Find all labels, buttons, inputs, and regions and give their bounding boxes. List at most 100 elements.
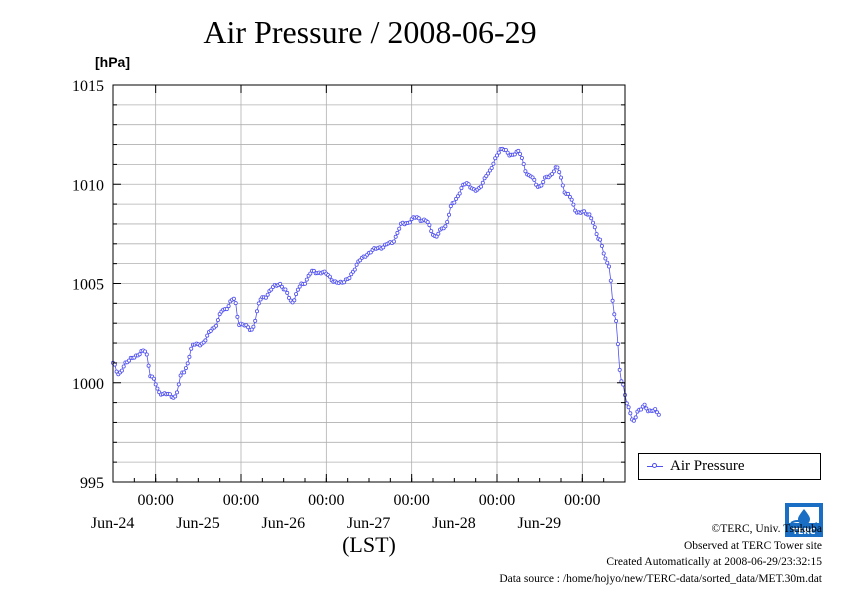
data-point: [455, 194, 460, 199]
data-point: [205, 333, 210, 338]
x-tick-date-label: Jun-27: [347, 515, 391, 532]
x-tick-date-label: Jun-24: [91, 515, 135, 532]
data-point: [187, 354, 192, 359]
x-tick-time-label: 00:00: [137, 492, 173, 509]
data-point: [114, 369, 119, 374]
x-tick-time-label: 00:00: [393, 492, 429, 509]
data-point: [555, 165, 560, 170]
data-point: [425, 220, 430, 225]
data-point: [167, 392, 172, 397]
data-point: [249, 327, 254, 332]
x-axis-label: (LST): [342, 532, 396, 557]
data-point: [189, 346, 194, 351]
data-point: [592, 225, 597, 230]
x-tick-time-label: 00:00: [223, 492, 259, 509]
data-point: [518, 151, 523, 156]
data-point: [656, 412, 661, 417]
x-tick-time-label: 00:00: [479, 492, 515, 509]
data-point: [297, 284, 302, 289]
data-point: [183, 366, 188, 371]
data-point: [459, 186, 464, 191]
data-point: [617, 367, 622, 372]
data-point: [624, 401, 629, 406]
data-point: [214, 323, 219, 328]
data-point: [605, 260, 610, 265]
data-point: [269, 287, 274, 292]
data-point: [503, 147, 508, 152]
data-point: [434, 234, 439, 239]
data-point: [486, 171, 491, 176]
data-point: [612, 312, 617, 317]
data-point: [295, 287, 300, 292]
data-point: [112, 362, 117, 367]
y-tick-label: 1000: [72, 376, 104, 393]
legend-label: Air Pressure: [670, 458, 745, 474]
x-tick-date-label: Jun-25: [176, 515, 220, 532]
data-point: [610, 298, 615, 303]
data-point: [569, 197, 574, 202]
data-point: [639, 407, 644, 412]
data-point: [491, 161, 496, 166]
data-point: [393, 234, 398, 239]
credits-block: ©TERC, Univ. Tsukuba Observed at TERC To…: [499, 521, 822, 587]
data-point: [121, 364, 126, 369]
data-point: [285, 290, 290, 295]
data-point: [589, 216, 594, 221]
data-point: [608, 278, 613, 283]
data-point: [594, 232, 599, 237]
data-point: [176, 382, 181, 387]
x-tick-time-label: 00:00: [564, 492, 600, 509]
data-point: [416, 216, 421, 221]
data-point: [633, 415, 638, 420]
data-point: [614, 318, 619, 323]
grid: [113, 85, 625, 482]
y-tick-label: 1005: [72, 277, 104, 294]
data-point: [560, 183, 565, 188]
data-point: [642, 402, 647, 407]
created-timestamp-text: Created Automatically at 2008-06-29/23:3…: [606, 556, 822, 568]
data-point: [466, 182, 471, 187]
data-point: [137, 352, 142, 357]
x-tick-time-label: 00:00: [308, 492, 344, 509]
data-point: [505, 150, 510, 155]
data-point: [278, 281, 283, 286]
data-point: [279, 284, 284, 289]
data-point: [615, 342, 620, 347]
data-point: [142, 349, 147, 354]
data-point: [185, 361, 190, 366]
data-point: [397, 226, 402, 231]
data-point: [391, 239, 396, 244]
data-point: [174, 390, 179, 395]
data-point: [480, 180, 485, 185]
legend-marker-swatch: [652, 463, 657, 468]
data-point: [512, 152, 517, 157]
data-point: [452, 200, 457, 205]
data-point: [427, 223, 432, 228]
data-point: [256, 301, 261, 306]
data-point: [226, 304, 231, 309]
data-point: [601, 251, 606, 256]
data-point: [607, 264, 612, 269]
data-point: [429, 229, 434, 234]
data-point: [532, 177, 537, 182]
data-point: [407, 220, 412, 225]
terc-logo-icon: TERC: [785, 503, 823, 537]
x-tick-date-label: Jun-29: [518, 515, 562, 532]
data-point: [283, 287, 288, 292]
legend: Air Pressure: [638, 453, 821, 480]
data-point: [203, 338, 208, 343]
data-point: [496, 150, 501, 155]
data-point: [539, 183, 544, 188]
data-point: [146, 363, 151, 368]
data-point: [173, 394, 178, 399]
data-point: [253, 318, 258, 323]
data-point: [215, 318, 220, 323]
data-point: [352, 267, 357, 272]
data-point: [445, 219, 450, 224]
data-point: [587, 212, 592, 217]
x-tick-date-label: Jun-26: [262, 515, 306, 532]
data-point: [644, 406, 649, 411]
data-point: [489, 165, 494, 170]
series-line: [112, 148, 660, 422]
x-tick-date-label: Jun-28: [432, 515, 476, 532]
